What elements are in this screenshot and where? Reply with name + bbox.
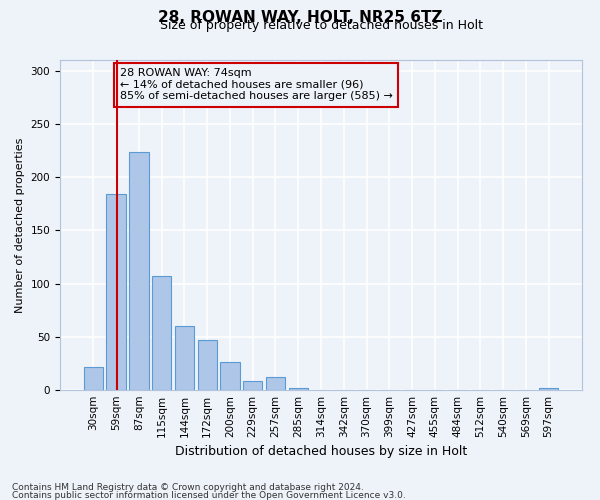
X-axis label: Distribution of detached houses by size in Holt: Distribution of detached houses by size … [175, 446, 467, 458]
Bar [220, 362, 239, 390]
Title: Size of property relative to detached houses in Holt: Size of property relative to detached ho… [160, 20, 482, 32]
Bar [539, 388, 558, 390]
Bar [175, 326, 194, 390]
Bar [197, 340, 217, 390]
Bar [152, 276, 172, 390]
Bar [243, 382, 262, 390]
Bar [289, 388, 308, 390]
Text: 28, ROWAN WAY, HOLT, NR25 6TZ: 28, ROWAN WAY, HOLT, NR25 6TZ [158, 10, 442, 25]
Text: Contains HM Land Registry data © Crown copyright and database right 2024.: Contains HM Land Registry data © Crown c… [12, 484, 364, 492]
Bar [106, 194, 126, 390]
Bar [266, 377, 285, 390]
Text: 28 ROWAN WAY: 74sqm
← 14% of detached houses are smaller (96)
85% of semi-detach: 28 ROWAN WAY: 74sqm ← 14% of detached ho… [120, 68, 393, 102]
Bar [129, 152, 149, 390]
Text: Contains public sector information licensed under the Open Government Licence v3: Contains public sector information licen… [12, 490, 406, 500]
Y-axis label: Number of detached properties: Number of detached properties [15, 138, 25, 312]
Bar [84, 366, 103, 390]
